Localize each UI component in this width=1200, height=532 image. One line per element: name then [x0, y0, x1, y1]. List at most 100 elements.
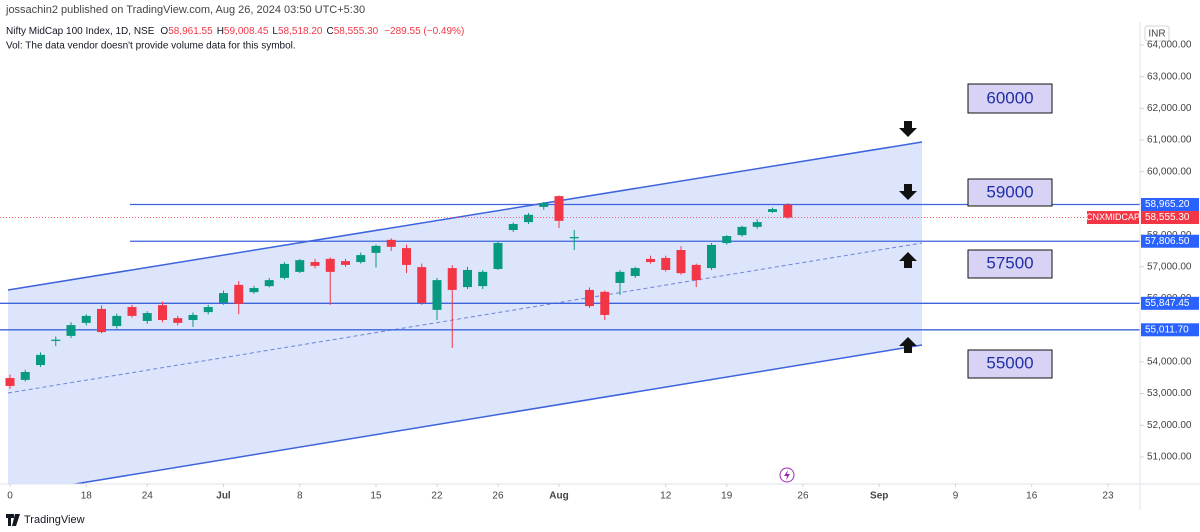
annotation: 57500	[986, 253, 1033, 272]
last-price-label: 58,555.30	[1145, 212, 1190, 223]
y-tick-label: 63,000.00	[1147, 71, 1192, 82]
x-tick-label: 19	[721, 491, 733, 502]
x-tick-label: 15	[370, 491, 382, 502]
x-tick-label: 18	[81, 491, 93, 502]
x-tick-label: 23	[1102, 491, 1114, 502]
x-tick-label: 12	[660, 491, 672, 502]
level-label: 55,011.70	[1145, 324, 1189, 335]
candle-body	[279, 263, 289, 278]
candle-body	[203, 307, 213, 313]
legend-value: 59,008.45	[224, 26, 269, 37]
channel-drawing	[7, 141, 923, 484]
candle-body	[51, 339, 61, 341]
x-tick-label: 16	[1026, 491, 1038, 502]
y-tick-label: 60,000.00	[1147, 166, 1192, 177]
y-tick-label: 52,000.00	[1147, 420, 1192, 431]
candle-body	[249, 288, 259, 293]
candle-body	[584, 289, 594, 307]
y-tick-label: 54,000.00	[1147, 356, 1192, 367]
candle-body	[706, 244, 716, 269]
candle-body	[432, 280, 442, 310]
marks	[0, 195, 1140, 389]
legend-value: 58,555.30	[334, 26, 379, 37]
level-label: 55,847.45	[1145, 298, 1190, 309]
x-tick-label: 24	[142, 491, 154, 502]
candle-body	[554, 196, 564, 221]
candle-body	[112, 315, 122, 327]
legend-line: Nifty MidCap 100 Index, 1D, NSE O58,961.5…	[6, 26, 464, 37]
arrow-up	[899, 252, 917, 268]
candle-body	[493, 243, 503, 270]
candle-body	[371, 245, 381, 253]
currency: INR	[1148, 29, 1165, 40]
candle-body	[722, 236, 732, 244]
candle-body	[325, 258, 335, 272]
y-tick-label: 51,000.00	[1147, 452, 1192, 463]
candle-body	[157, 305, 167, 321]
candle-body	[234, 284, 244, 304]
candle-body	[447, 268, 457, 290]
x-tick-label: 9	[953, 491, 959, 502]
candle-body	[97, 308, 107, 333]
candle-body	[752, 222, 762, 227]
channel-upper	[7, 141, 923, 291]
channel-lower	[70, 344, 923, 484]
y-tick-label: 62,000.00	[1147, 103, 1192, 114]
candle-body	[310, 262, 320, 266]
y-tick-label: 57,000.00	[1147, 261, 1192, 272]
candle-body	[20, 371, 30, 380]
candle-body	[767, 209, 777, 212]
candle-body	[264, 280, 274, 287]
symbol-label: CNXMIDCAP	[1086, 212, 1140, 222]
candle-body	[645, 258, 655, 263]
candle-body	[218, 293, 228, 303]
candle-body	[691, 264, 701, 281]
candle-body	[569, 237, 579, 239]
candle-body	[188, 314, 198, 321]
last-price-box	[1141, 211, 1199, 225]
legend-key: L	[272, 26, 278, 37]
legend-value: 58,961.55	[168, 26, 213, 37]
candle-body	[5, 378, 15, 386]
symbol-title: Nifty MidCap 100 Index, 1D, NSE	[6, 26, 155, 37]
x-tick-label: 26	[492, 491, 504, 502]
currency-box[interactable]	[1144, 25, 1170, 42]
annotation: 55000	[986, 353, 1033, 372]
x-tick-label: 26	[797, 491, 809, 502]
y-tick-label: 61,000.00	[1147, 135, 1192, 146]
x-tick-label: 0	[7, 491, 13, 502]
level-label-box	[1141, 234, 1199, 248]
candle-body	[81, 315, 91, 323]
brand-logo	[6, 514, 20, 526]
candle-body	[36, 354, 46, 366]
candle-body	[539, 203, 549, 207]
arrow-down	[899, 121, 917, 137]
arrow-down	[899, 184, 917, 200]
level-label-box	[1141, 296, 1199, 310]
candle-body	[127, 307, 137, 316]
candle-body	[66, 325, 76, 336]
annotation: 59000	[986, 182, 1033, 201]
annotation-box	[967, 249, 1053, 279]
annotation: 60000	[986, 88, 1033, 107]
symbol-box	[1087, 211, 1139, 225]
arrow-up	[899, 337, 917, 353]
annotation-box	[967, 349, 1053, 379]
annotation-box	[967, 178, 1053, 207]
x-tick-label: Sep	[870, 491, 888, 502]
candle-body	[661, 257, 671, 270]
legend-key: H	[217, 26, 224, 37]
candle-body	[600, 291, 610, 315]
candle-body	[508, 224, 518, 231]
candle-body	[523, 214, 533, 223]
candle-body	[615, 271, 625, 283]
candle-body	[356, 255, 366, 263]
annotation-boxes: 60000 59000 57500 55000	[899, 83, 1053, 379]
candle-body	[462, 269, 472, 288]
legend-value: 58,518.20	[278, 26, 323, 37]
candle-body	[386, 239, 396, 247]
candle-body	[340, 261, 350, 265]
level-label: 57,806.50	[1145, 236, 1190, 247]
legend-key: C	[326, 26, 333, 37]
